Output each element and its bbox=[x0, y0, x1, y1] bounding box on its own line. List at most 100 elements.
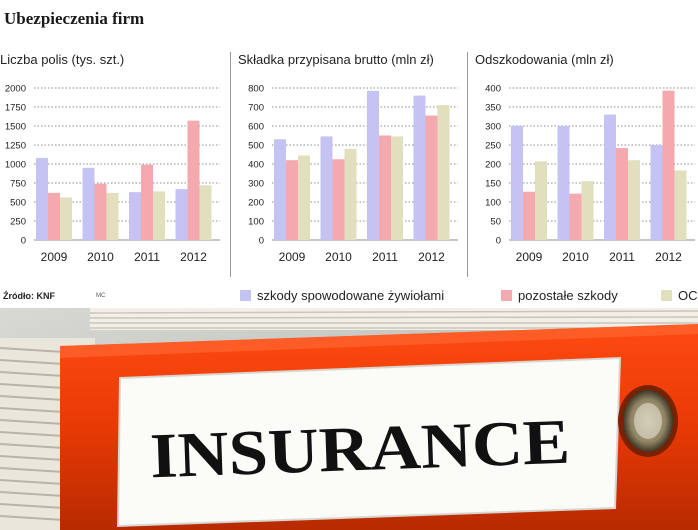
legend-label: pozostałe szkody bbox=[518, 287, 618, 303]
legend-item-pozostale: pozostałe szkody bbox=[501, 287, 618, 303]
y-tick-label: 0 bbox=[496, 236, 501, 247]
x-tick-label: 2009 bbox=[279, 250, 306, 264]
bar bbox=[82, 167, 95, 240]
y-tick-label: 2000 bbox=[5, 84, 26, 95]
chart-title: Liczba polis (tys. szt.) bbox=[0, 52, 125, 67]
insurance-binder-photo: INSURANCE bbox=[0, 308, 698, 530]
chart-divider bbox=[230, 52, 231, 277]
bar bbox=[379, 135, 391, 240]
x-tick-label: 2010 bbox=[87, 250, 114, 264]
bar bbox=[523, 191, 535, 240]
bar bbox=[650, 145, 663, 240]
bar bbox=[106, 192, 119, 240]
bar bbox=[153, 191, 165, 240]
bar bbox=[616, 148, 628, 240]
y-tick-label: 400 bbox=[485, 84, 501, 95]
bar bbox=[662, 90, 675, 240]
bar bbox=[391, 136, 403, 240]
y-tick-label: 700 bbox=[248, 103, 264, 114]
x-tick-label: 2011 bbox=[372, 250, 398, 264]
bar bbox=[511, 126, 523, 240]
y-tick-label: 50 bbox=[490, 217, 501, 228]
y-tick-label: 0 bbox=[259, 236, 264, 247]
bar bbox=[674, 170, 687, 240]
x-tick-label: 2012 bbox=[180, 250, 207, 264]
chart-title: Odszkodowania (mln zł) bbox=[475, 52, 614, 67]
x-tick-label: 2009 bbox=[41, 250, 68, 264]
bar bbox=[557, 126, 570, 240]
bar bbox=[274, 139, 286, 240]
bar bbox=[94, 183, 107, 240]
legend-item-oc: OC bbox=[661, 287, 698, 303]
y-tick-label: 200 bbox=[248, 198, 264, 209]
bar bbox=[437, 105, 450, 240]
y-tick-label: 750 bbox=[10, 179, 26, 190]
y-tick-label: 300 bbox=[485, 122, 501, 133]
bar bbox=[569, 193, 582, 240]
bar bbox=[48, 192, 60, 240]
bar bbox=[199, 185, 212, 240]
y-tick-label: 200 bbox=[485, 160, 501, 171]
chart-skladka: Składka przypisana brutto (mln zł) 0 100 2… bbox=[238, 48, 460, 280]
x-tick-label: 2012 bbox=[418, 250, 445, 264]
chart-odszkodowania: Odszkodowania (mln zł) 0 50 100 150 200 250 30… bbox=[475, 48, 697, 280]
legend-item-szkody: szkody spowodowane żywiołami bbox=[240, 287, 444, 303]
bar bbox=[60, 197, 72, 240]
x-tick-label: 2012 bbox=[655, 250, 682, 264]
y-tick-label: 100 bbox=[248, 217, 264, 228]
x-tick-label: 2009 bbox=[516, 250, 543, 264]
y-tick-label: 350 bbox=[485, 103, 501, 114]
bar bbox=[425, 115, 438, 240]
bar bbox=[175, 189, 188, 240]
x-tick-label: 2011 bbox=[609, 250, 635, 264]
bar bbox=[187, 120, 200, 240]
x-tick-label: 2010 bbox=[325, 250, 352, 264]
page-title: Ubezpieczenia firm bbox=[4, 9, 145, 28]
chart-title: Składka przypisana brutto (mln zł) bbox=[238, 52, 434, 67]
y-tick-label: 300 bbox=[248, 179, 264, 190]
y-tick-label: 250 bbox=[485, 141, 501, 152]
y-tick-label: 1500 bbox=[5, 122, 26, 133]
y-tick-label: 250 bbox=[10, 217, 26, 228]
y-tick-label: 1000 bbox=[5, 160, 26, 171]
chart-divider bbox=[467, 52, 468, 277]
y-tick-label: 100 bbox=[485, 198, 501, 209]
chart-liczba-polis: Liczba polis (tys. szt.) 0 250 500 750 1000 1… bbox=[0, 48, 222, 280]
bar bbox=[286, 160, 298, 240]
source-note: Źródło: KNF bbox=[3, 291, 55, 301]
author-credit: MC bbox=[96, 293, 106, 299]
bar bbox=[367, 90, 379, 240]
y-tick-label: 500 bbox=[10, 198, 26, 209]
paper-stack-top bbox=[89, 308, 698, 330]
legend-label: szkody spowodowane żywiołami bbox=[257, 287, 445, 303]
bar bbox=[129, 192, 141, 240]
binder-ring-hole bbox=[618, 385, 678, 457]
y-tick-label: 150 bbox=[485, 179, 501, 190]
y-tick-label: 600 bbox=[248, 122, 264, 133]
bar bbox=[581, 181, 594, 240]
bar bbox=[344, 148, 357, 240]
bar bbox=[36, 157, 48, 240]
legend-label: OC bbox=[678, 287, 698, 303]
x-tick-label: 2010 bbox=[562, 250, 589, 264]
bar bbox=[413, 95, 426, 240]
chart-plot: 0 50 100 150 200 250 300 350 400 2009 2010 2011 2012 bbox=[485, 84, 695, 264]
bar bbox=[298, 155, 310, 240]
y-tick-label: 400 bbox=[248, 160, 264, 171]
bar bbox=[604, 114, 616, 240]
x-tick-label: 2011 bbox=[134, 250, 160, 264]
binder-label-card bbox=[116, 356, 622, 528]
y-tick-label: 800 bbox=[248, 84, 264, 95]
bar bbox=[535, 161, 547, 240]
chart-plot: 0 250 500 750 1000 1250 1500 1750 2000 2009 2010 20… bbox=[5, 84, 220, 264]
y-tick-label: 1750 bbox=[5, 103, 26, 114]
bar bbox=[320, 136, 333, 240]
legend-swatch bbox=[240, 289, 251, 301]
legend-swatch bbox=[661, 289, 672, 301]
y-tick-label: 1250 bbox=[5, 141, 26, 152]
y-tick-label: 0 bbox=[21, 236, 26, 247]
binder-label-text: INSURANCE bbox=[149, 406, 571, 492]
legend-swatch bbox=[501, 289, 512, 301]
chart-plot: 0 100 200 300 400 500 600 700 800 2009 2010 2011 201… bbox=[248, 84, 458, 264]
bar bbox=[332, 159, 345, 240]
